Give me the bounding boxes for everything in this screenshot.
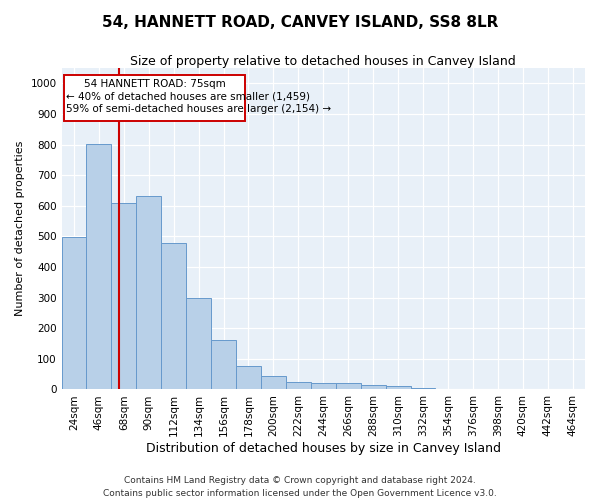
Bar <box>211 340 236 390</box>
Bar <box>460 389 485 390</box>
Bar <box>62 238 86 390</box>
Title: Size of property relative to detached houses in Canvey Island: Size of property relative to detached ho… <box>130 55 516 68</box>
Bar <box>436 388 460 390</box>
Bar <box>86 144 112 390</box>
Text: Contains HM Land Registry data © Crown copyright and database right 2024.
Contai: Contains HM Land Registry data © Crown c… <box>103 476 497 498</box>
Bar <box>336 384 361 390</box>
Text: ← 40% of detached houses are smaller (1,459): ← 40% of detached houses are smaller (1,… <box>66 92 310 102</box>
Bar <box>410 388 436 390</box>
X-axis label: Distribution of detached houses by size in Canvey Island: Distribution of detached houses by size … <box>146 442 501 455</box>
Bar <box>261 376 286 390</box>
Bar <box>161 244 186 390</box>
Bar <box>286 382 311 390</box>
Bar <box>186 298 211 390</box>
Bar <box>386 386 410 390</box>
Bar <box>361 386 386 390</box>
Text: 54, HANNETT ROAD, CANVEY ISLAND, SS8 8LR: 54, HANNETT ROAD, CANVEY ISLAND, SS8 8LR <box>102 15 498 30</box>
Text: 59% of semi-detached houses are larger (2,154) →: 59% of semi-detached houses are larger (… <box>66 104 331 114</box>
Y-axis label: Number of detached properties: Number of detached properties <box>15 141 25 316</box>
Bar <box>236 366 261 390</box>
FancyBboxPatch shape <box>64 76 245 120</box>
Text: 54 HANNETT ROAD: 75sqm: 54 HANNETT ROAD: 75sqm <box>83 79 226 89</box>
Bar <box>112 202 136 390</box>
Bar <box>311 382 336 390</box>
Bar <box>136 196 161 390</box>
